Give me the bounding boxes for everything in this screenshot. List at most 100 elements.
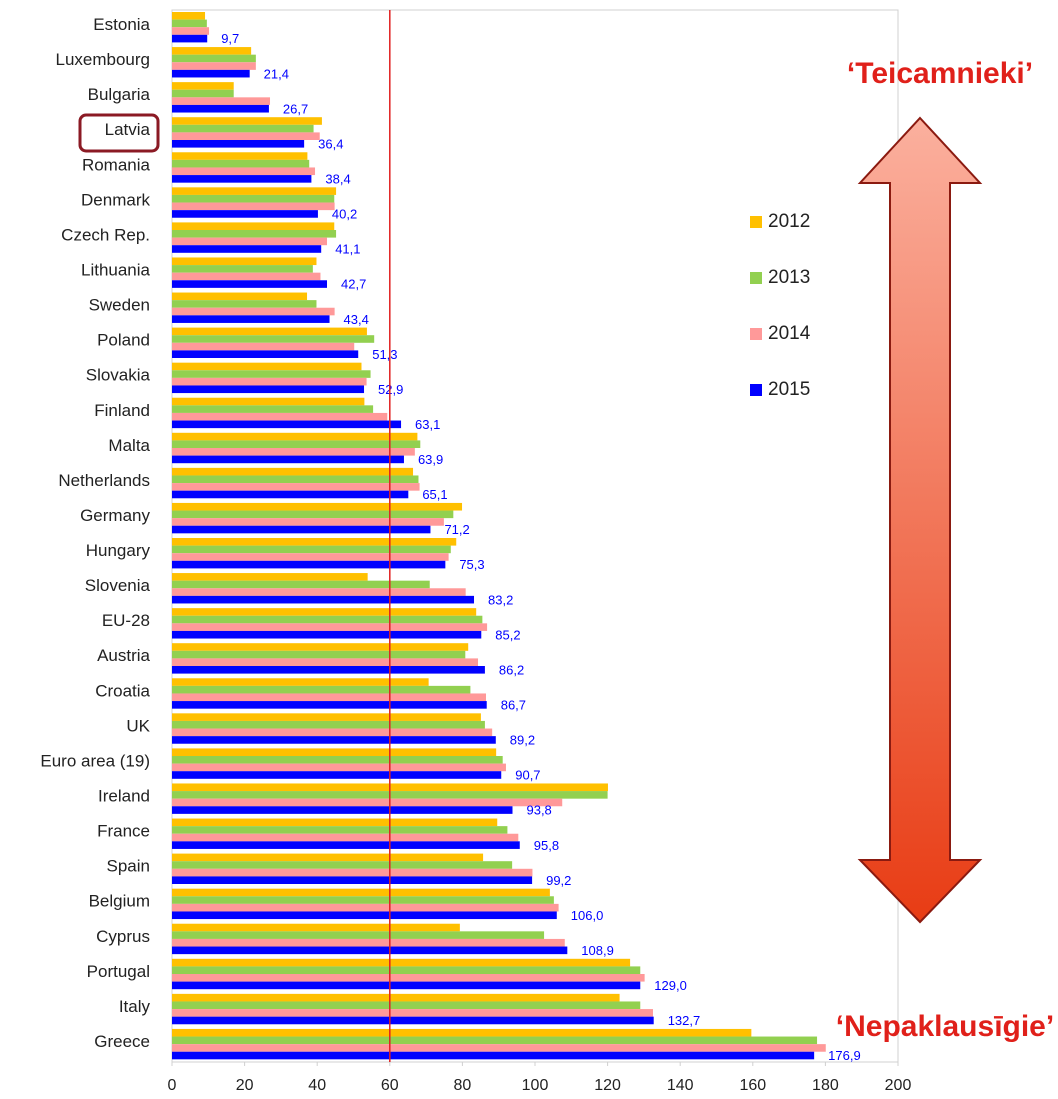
- y-tick-label: Belgium: [89, 892, 150, 911]
- bar: [172, 595, 475, 604]
- bar: [172, 693, 486, 702]
- y-tick-label: Euro area (19): [40, 751, 150, 770]
- bar: [172, 222, 335, 230]
- bar: [172, 748, 497, 756]
- data-label: 71,2: [444, 522, 469, 537]
- bar: [172, 771, 502, 779]
- data-label: 83,2: [488, 592, 513, 607]
- bar: [172, 187, 337, 195]
- y-tick-label: Poland: [97, 331, 150, 350]
- data-label: 89,2: [510, 733, 535, 748]
- bar: [172, 623, 488, 631]
- bar: [172, 868, 533, 877]
- highlight-box: [78, 113, 160, 153]
- data-label: 51,3: [372, 347, 397, 362]
- bar: [172, 237, 328, 246]
- legend-label: 2012: [768, 211, 810, 232]
- bar: [172, 502, 463, 511]
- bar: [172, 124, 314, 133]
- bar: [172, 713, 481, 721]
- bar: [172, 888, 550, 897]
- x-tick-label: 0: [168, 1077, 177, 1094]
- bar: [172, 818, 498, 827]
- bar: [172, 1036, 818, 1045]
- bar: [172, 736, 496, 744]
- bar: [172, 608, 477, 616]
- x-tick-label: 160: [739, 1077, 766, 1094]
- annotation: ‘Teicamnieki’: [847, 57, 1033, 90]
- bar: [172, 440, 421, 448]
- legend-label: 2013: [768, 267, 810, 288]
- data-label: 132,7: [668, 1013, 701, 1028]
- x-tick-label: 180: [812, 1077, 839, 1094]
- data-label: 90,7: [515, 768, 540, 783]
- bar: [172, 763, 506, 772]
- bar: [172, 327, 367, 336]
- y-tick-label: Slovakia: [86, 366, 151, 385]
- data-label: 40,2: [332, 207, 357, 222]
- x-tick-label: 120: [594, 1077, 621, 1094]
- bar: [172, 1001, 641, 1010]
- bar: [172, 54, 256, 63]
- bar: [172, 34, 208, 43]
- y-tick-label: Sweden: [89, 296, 150, 315]
- bar: [172, 958, 631, 967]
- bar: [172, 257, 317, 266]
- bar: [172, 903, 559, 912]
- x-tick-label: 60: [381, 1077, 399, 1094]
- bar: [172, 1016, 654, 1025]
- bar: [172, 455, 404, 464]
- bar: [172, 1028, 752, 1037]
- x-tick-label: 100: [522, 1077, 549, 1094]
- data-label: 176,9: [828, 1048, 861, 1063]
- bar: [172, 993, 620, 1002]
- bar: [172, 19, 207, 28]
- y-tick-label: Luxembourg: [55, 50, 150, 69]
- bar: [172, 350, 359, 358]
- bar: [172, 981, 641, 990]
- bar: [172, 89, 234, 98]
- bar: [172, 420, 402, 429]
- bar: [172, 272, 321, 281]
- y-tick-label: Greece: [94, 1032, 150, 1051]
- bar: [172, 175, 312, 183]
- y-tick-label: Croatia: [95, 681, 150, 700]
- legend-swatch: [750, 384, 762, 396]
- bar: [172, 397, 365, 406]
- bar: [172, 362, 362, 371]
- bar: [172, 69, 250, 78]
- bar: [172, 518, 444, 526]
- y-tick-label: Hungary: [86, 541, 151, 560]
- bar: [172, 405, 374, 413]
- data-label: 36,4: [318, 136, 343, 151]
- bar: [172, 720, 485, 729]
- bar: [172, 370, 371, 378]
- annotation: ‘Nepaklausīgie’: [836, 1010, 1054, 1043]
- data-label: 9,7: [221, 31, 239, 46]
- bar: [172, 798, 563, 807]
- bar: [172, 47, 252, 55]
- bar: [172, 159, 310, 168]
- y-tick-label: Austria: [97, 646, 150, 665]
- bar: [172, 27, 210, 35]
- data-label: 86,2: [499, 662, 524, 677]
- y-tick-label: Lithuania: [81, 260, 151, 279]
- bar: [172, 62, 256, 70]
- bar: [172, 588, 466, 596]
- bar: [172, 1044, 826, 1052]
- bar: [172, 307, 335, 316]
- bar: [172, 946, 568, 955]
- y-tick-label: Finland: [94, 401, 150, 420]
- bar: [172, 580, 430, 589]
- bar: [172, 97, 271, 105]
- bar: [172, 117, 322, 125]
- x-tick-label: 140: [667, 1077, 694, 1094]
- bar: [172, 841, 520, 849]
- bar: [172, 412, 388, 421]
- bar: [172, 1009, 653, 1017]
- bar: [172, 1051, 815, 1060]
- legend-swatch: [750, 272, 762, 284]
- y-tick-label: Spain: [107, 857, 150, 876]
- bar: [172, 896, 554, 904]
- y-tick-label: France: [97, 822, 150, 841]
